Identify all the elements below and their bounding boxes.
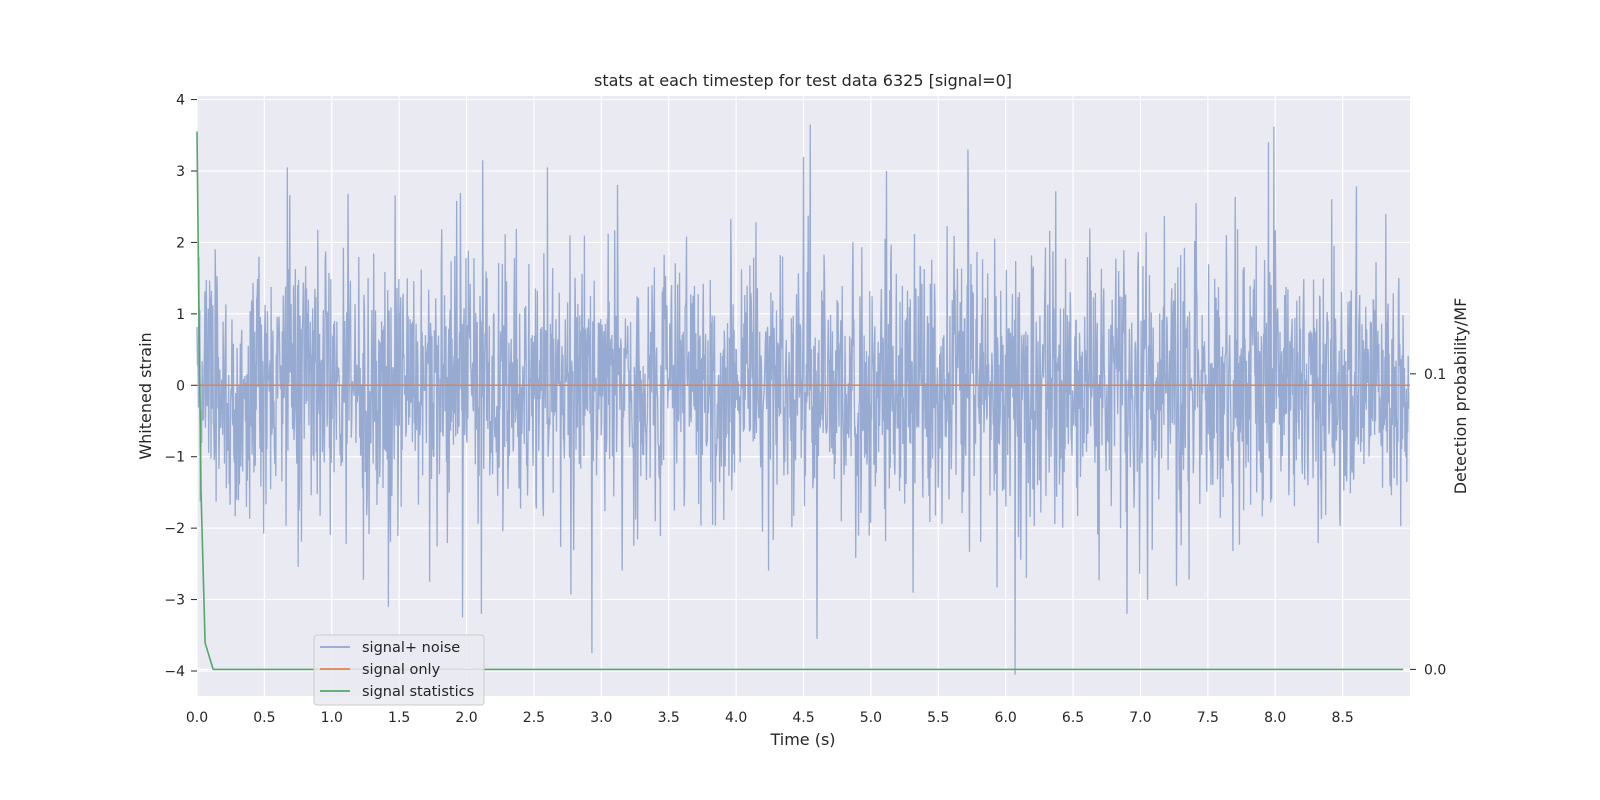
legend: signal+ noise signal only signal statistic… bbox=[313, 634, 485, 706]
x-tick-label: 1.0 bbox=[321, 710, 343, 726]
y-tick-label: 0 bbox=[176, 378, 185, 394]
y-tick-label: 2 bbox=[176, 235, 185, 251]
x-tick-label: 0.5 bbox=[253, 710, 275, 726]
x-tick-label: 7.5 bbox=[1197, 710, 1219, 726]
x-tick-label: 3.5 bbox=[658, 710, 680, 726]
x-tick-label: 8.5 bbox=[1331, 710, 1353, 726]
legend-label: signal+ noise bbox=[362, 640, 460, 656]
chart-title: stats at each timestep for test data 632… bbox=[594, 71, 1012, 90]
axes: 0.0 0.5 1.0 1.5 2.0 2.5 3.0 3.5 4.0 4.5 5.0 5.5 6.0 6… bbox=[164, 93, 1446, 726]
x-tick-label: 6.0 bbox=[995, 710, 1017, 726]
legend-label: signal statistics bbox=[362, 684, 474, 700]
legend-frame bbox=[313, 634, 485, 706]
y-tick-label: −2 bbox=[164, 521, 185, 537]
x-tick-label: 4.0 bbox=[725, 710, 747, 726]
x-tick-label: 5.5 bbox=[927, 710, 949, 726]
y-axis-label: Whitened strain bbox=[136, 332, 155, 459]
x-tick-label: 1.5 bbox=[388, 710, 410, 726]
y2-tick-label: 0.0 bbox=[1424, 662, 1446, 678]
x-tick-label: 4.5 bbox=[792, 710, 814, 726]
x-tick-label: 3.0 bbox=[590, 710, 612, 726]
x-tick-label: 7.0 bbox=[1129, 710, 1151, 726]
series-signal-noise-line bbox=[196, 124, 1410, 675]
x-tick-label: 6.5 bbox=[1062, 710, 1084, 726]
y-tick-label: 1 bbox=[176, 307, 185, 323]
y2-axis-label: Detection probability/MF bbox=[1451, 298, 1470, 495]
x-tick-label: 2.0 bbox=[455, 710, 477, 726]
x-axis-label: Time (s) bbox=[769, 730, 835, 749]
y-tick-label: −4 bbox=[164, 664, 185, 680]
y-tick-label: 3 bbox=[176, 164, 185, 180]
y-tick-label: 4 bbox=[176, 93, 185, 109]
y-tick-label: −3 bbox=[164, 593, 185, 609]
x-tick-label: 5.0 bbox=[860, 710, 882, 726]
x-tick-label: 0.0 bbox=[186, 710, 208, 726]
x-tick-label: 8.0 bbox=[1264, 710, 1286, 726]
y-tick-label: −1 bbox=[164, 450, 185, 466]
y2-tick-label: 0.1 bbox=[1424, 367, 1446, 383]
x-tick-label: 2.5 bbox=[523, 710, 545, 726]
legend-label: signal only bbox=[362, 662, 441, 678]
